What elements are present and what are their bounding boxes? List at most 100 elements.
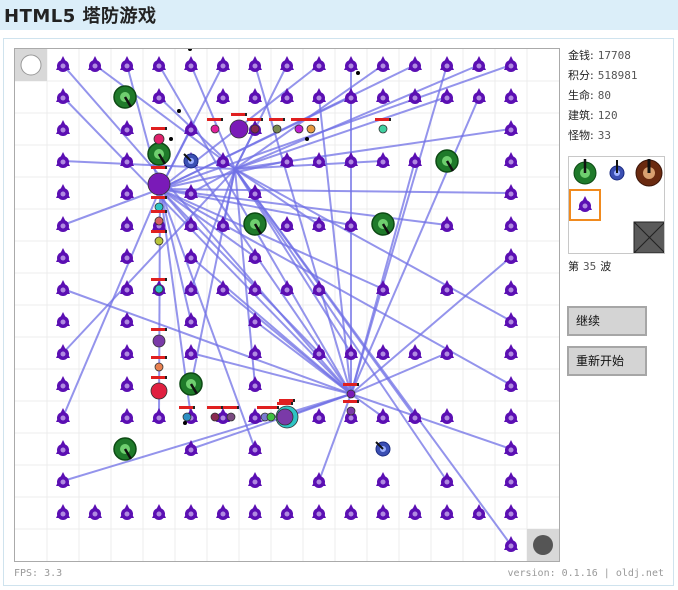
tower-core: [252, 383, 258, 389]
purple-tower: [280, 152, 294, 168]
tower-core: [92, 63, 98, 69]
purple-tower: [504, 376, 518, 392]
purple-tower: [440, 344, 454, 360]
purple-tower: [56, 376, 70, 392]
green-cannon-tower: [243, 212, 267, 236]
tower-core: [220, 159, 226, 165]
purple-tower: [376, 472, 390, 488]
laser-beam: [350, 393, 512, 450]
purple-tower: [184, 280, 198, 296]
tower-core: [380, 351, 386, 357]
stat-label: 生命:: [568, 89, 594, 102]
tower-core: [508, 191, 514, 197]
palette-canvas[interactable]: [569, 157, 666, 254]
game-board[interactable]: [14, 48, 560, 562]
laser-barrel: [375, 441, 384, 450]
stat-label: 建筑:: [568, 109, 594, 122]
tower-core: [508, 95, 514, 101]
purple-tower: [344, 88, 358, 104]
bullet: [169, 137, 173, 141]
tower-core: [252, 287, 258, 293]
monster-body: [154, 284, 164, 294]
purple-tower: [504, 216, 518, 232]
purple-tower: [280, 216, 294, 232]
laser-beam: [159, 188, 256, 258]
monster-body: [378, 124, 388, 134]
tower-palette[interactable]: [568, 156, 666, 254]
purple-tower: [312, 152, 326, 168]
monster-body: [306, 124, 316, 134]
monster: [269, 118, 285, 134]
tower-core: [412, 351, 418, 357]
stat-value: 33: [597, 129, 611, 142]
tower-core: [252, 63, 258, 69]
palette-wall-block: [633, 221, 666, 254]
monster-hp-bar: [151, 278, 165, 281]
monster-hp-bar: [375, 118, 389, 121]
purple-tower: [88, 504, 102, 520]
monster-hp-bar: [279, 399, 293, 402]
restart-button[interactable]: 重新开始: [567, 346, 647, 376]
purple-tower: [56, 472, 70, 488]
laser-beam: [234, 168, 512, 322]
laser-beam: [234, 168, 448, 482]
stat-buildings: 建筑: 120: [568, 106, 668, 126]
purple-tower: [504, 248, 518, 264]
tower-core: [348, 511, 354, 517]
purple-tower: [312, 280, 326, 296]
tower-core: [348, 351, 354, 357]
board-canvas[interactable]: [15, 49, 559, 561]
tower-core: [188, 319, 194, 325]
tower-core: [124, 223, 130, 229]
purple-tower: [504, 88, 518, 104]
purple-tower: [248, 312, 262, 328]
tower-core: [508, 543, 514, 549]
continue-button[interactable]: 继续: [567, 306, 647, 336]
purple-tower: [216, 152, 230, 168]
tower-core: [508, 127, 514, 133]
tower-core: [380, 287, 386, 293]
tower-core: [412, 95, 418, 101]
tower-core: [444, 287, 450, 293]
laser-beam: [190, 168, 236, 194]
tower-core: [188, 351, 194, 357]
purple-tower: [408, 88, 422, 104]
tower-core: [316, 223, 322, 229]
purple-tower: [504, 504, 518, 520]
tower-core: [220, 63, 226, 69]
monster-hp-bar: [207, 118, 221, 121]
tower-core: [380, 63, 386, 69]
purple-tower: [152, 88, 166, 104]
monster-hp-bar: [343, 383, 357, 386]
laser-beam: [350, 393, 384, 418]
tower-core: [188, 191, 194, 197]
monster-hp-bar: [151, 376, 165, 379]
tower-core: [60, 223, 66, 229]
tower-core: [252, 351, 258, 357]
green-towers: [113, 85, 459, 461]
laser-beam: [190, 168, 236, 290]
tower-core: [316, 287, 322, 293]
tower-core: [60, 351, 66, 357]
tower-core: [508, 511, 514, 517]
tower-core: [508, 255, 514, 261]
monster-body: [150, 382, 168, 400]
tower-core: [476, 511, 482, 517]
tower-core: [124, 511, 130, 517]
purple-tower: [472, 56, 486, 72]
bullet: [177, 109, 181, 113]
tower-core: [508, 479, 514, 485]
monster: [263, 406, 279, 422]
purple-tower: [504, 344, 518, 360]
purple-tower: [280, 88, 294, 104]
purple-tower: [248, 440, 262, 456]
tower-core: [252, 415, 258, 421]
monster-hp-bar: [151, 230, 165, 233]
monster-body: [153, 133, 165, 145]
monster-body: [346, 406, 356, 416]
monster: [375, 118, 391, 134]
tower-core: [348, 415, 354, 421]
purple-tower: [56, 184, 70, 200]
monster-body: [229, 119, 249, 139]
tower-core: [220, 415, 226, 421]
